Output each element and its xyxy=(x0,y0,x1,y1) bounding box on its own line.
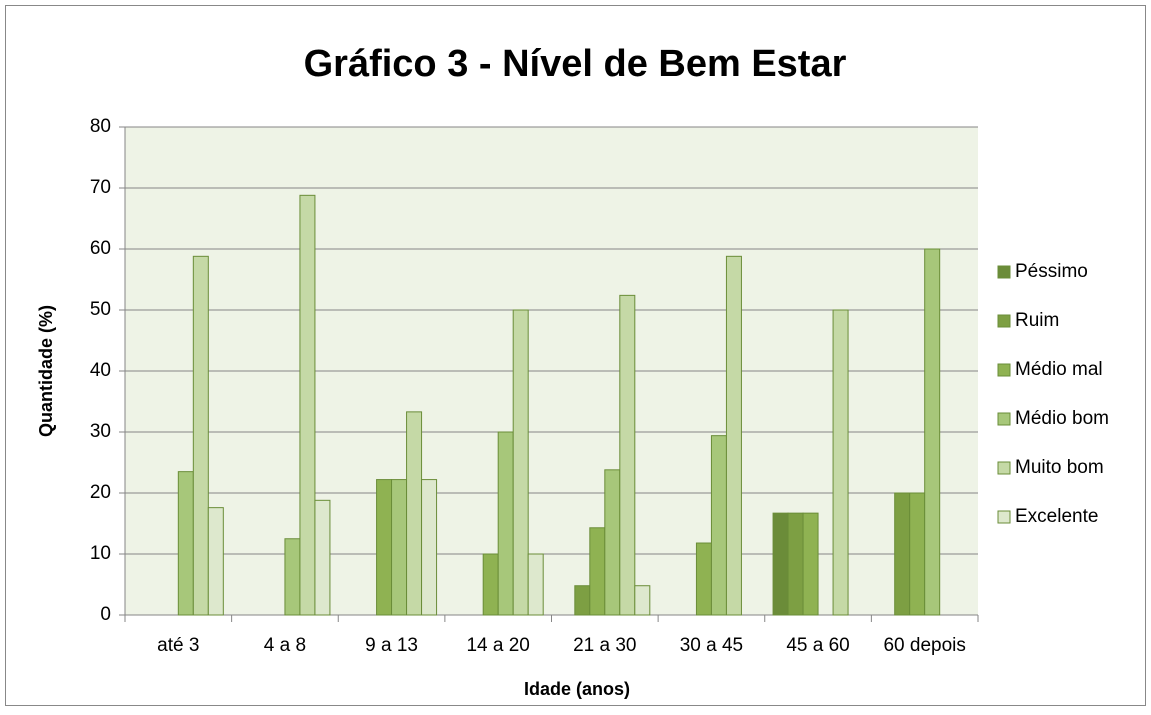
bar xyxy=(725,255,742,616)
x-tick-label: 30 a 45 xyxy=(680,635,743,656)
bar xyxy=(284,538,301,616)
legend-swatch xyxy=(997,265,1011,279)
y-axis-label: Quantidade (%) xyxy=(36,305,56,437)
bar xyxy=(710,435,727,616)
bar xyxy=(299,194,316,616)
y-tick-label: 30 xyxy=(90,421,111,442)
bar xyxy=(391,479,408,616)
legend-swatch xyxy=(997,314,1011,328)
x-tick-label: 4 a 8 xyxy=(264,635,306,656)
bar xyxy=(406,411,423,616)
bar xyxy=(177,471,194,616)
bar xyxy=(894,492,911,616)
bar xyxy=(589,527,606,616)
bar xyxy=(207,507,224,616)
bar xyxy=(512,309,529,616)
bar xyxy=(772,512,789,616)
x-tick-label: 9 a 13 xyxy=(365,635,418,656)
bar xyxy=(787,512,804,616)
legend-label: Muito bom xyxy=(1015,457,1104,478)
y-tick-label: 20 xyxy=(90,482,111,503)
legend-label: Médio mal xyxy=(1015,359,1103,380)
legend-label: Péssimo xyxy=(1015,261,1088,282)
bar xyxy=(695,542,712,616)
bar xyxy=(314,499,331,616)
legend-label: Excelente xyxy=(1015,506,1098,527)
y-tick-label: 40 xyxy=(90,360,111,381)
x-tick-label: 21 a 30 xyxy=(573,635,636,656)
y-tick-label: 70 xyxy=(90,177,111,198)
bar xyxy=(619,294,636,616)
bar xyxy=(527,553,544,616)
bar xyxy=(376,479,393,616)
legend-swatch xyxy=(997,412,1011,426)
bar xyxy=(482,553,499,616)
legend-swatch xyxy=(997,363,1011,377)
chart-title: Gráfico 3 - Nível de Bem Estar xyxy=(304,43,847,85)
x-tick-label: até 3 xyxy=(157,635,199,656)
bar xyxy=(802,512,819,616)
bar xyxy=(832,309,849,616)
y-tick-label: 0 xyxy=(100,604,111,625)
bar xyxy=(574,585,591,616)
x-tick-label: 14 a 20 xyxy=(466,635,529,656)
y-tick-label: 60 xyxy=(90,238,111,259)
bar xyxy=(909,492,926,616)
bar xyxy=(634,585,651,616)
bar xyxy=(192,255,209,616)
y-tick-label: 10 xyxy=(90,543,111,564)
bar xyxy=(497,431,514,616)
legend-label: Médio bom xyxy=(1015,408,1109,429)
x-tick-label: 45 a 60 xyxy=(786,635,849,656)
y-tick-label: 50 xyxy=(90,299,111,320)
legend-swatch xyxy=(997,461,1011,475)
legend-swatch xyxy=(997,510,1011,524)
x-axis-label: Idade (anos) xyxy=(524,679,630,699)
bar xyxy=(604,469,621,616)
legend-label: Ruim xyxy=(1015,310,1059,331)
bar xyxy=(924,248,941,616)
y-tick-label: 80 xyxy=(90,116,111,137)
bar xyxy=(421,479,438,616)
x-tick-label: 60 depois xyxy=(883,635,965,656)
